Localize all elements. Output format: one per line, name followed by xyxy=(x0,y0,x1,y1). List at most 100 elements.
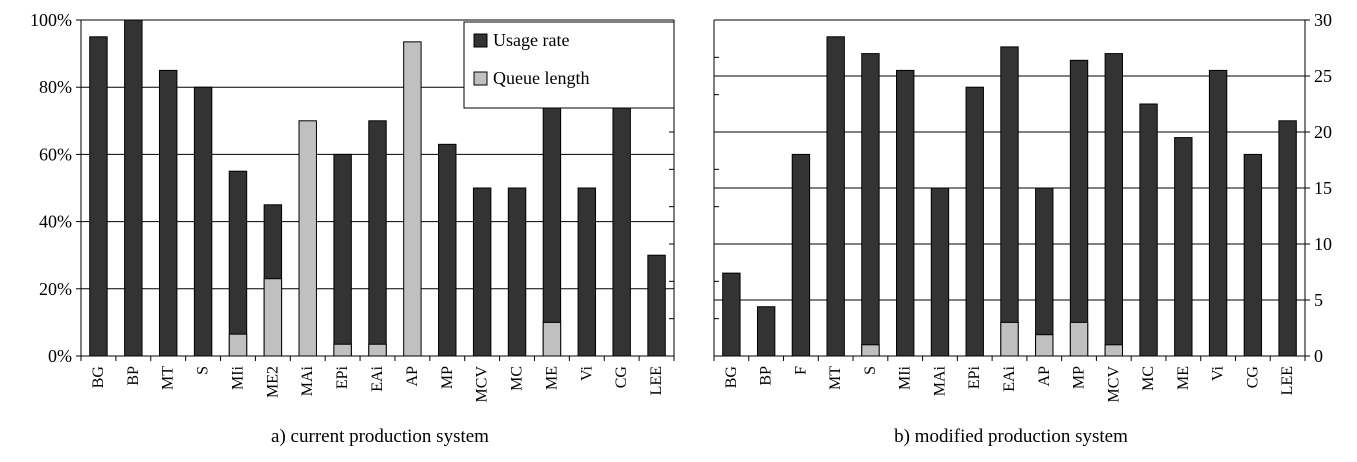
bar-usage-mt xyxy=(826,36,845,357)
bar-queue-mcv xyxy=(1104,344,1123,357)
bar-usage-mcv xyxy=(472,187,492,357)
x-tick-label-mp: MP xyxy=(439,366,456,389)
bar-usage-mp xyxy=(438,143,457,357)
bar-usage-s xyxy=(193,86,213,357)
y-tick-label: 25 xyxy=(1314,66,1332,86)
bar-queue-mii xyxy=(228,333,248,357)
y-tick-label: 10 xyxy=(1314,234,1332,254)
bar-queue-eai xyxy=(1000,321,1019,357)
x-tick-label-mii: MIi xyxy=(229,365,246,390)
x-tick-label-bg: BG xyxy=(90,366,107,389)
bar-queue-mp xyxy=(1069,321,1089,357)
bar-usage-mt xyxy=(158,69,178,357)
x-tick-label-lee: LEE xyxy=(648,366,665,395)
bar-usage-bg xyxy=(722,272,741,357)
bar-queue-s xyxy=(861,344,880,357)
bar-queue-me2 xyxy=(263,278,283,357)
y-tick-label: 60% xyxy=(39,144,72,164)
x-tick-label-mc: MC xyxy=(509,366,526,391)
chart-current-production-system: BG BP MT S MIi ME2 MAi EPi EAi AP MP MCV MC ME Vi CG LEE… xyxy=(30,10,675,403)
x-tick-label-me: ME xyxy=(1175,366,1192,390)
bar-usage-mp xyxy=(1069,59,1089,357)
x-tick-label-cg: CG xyxy=(613,366,630,389)
y-tick-label: 30 xyxy=(1314,10,1332,30)
x-tick-label-epi: EPi xyxy=(966,365,983,389)
x-tick-label-cg: CG xyxy=(1244,366,1261,389)
legend-label-usage-rate: Usage rate xyxy=(493,30,569,50)
y-tick-label: 20% xyxy=(39,279,72,299)
bar-usage-lee xyxy=(647,254,666,357)
x-tick-label-mcv: MCV xyxy=(1105,366,1122,403)
x-tick-label-bg: BG xyxy=(723,366,740,389)
x-tick-label-mt: MT xyxy=(160,366,177,390)
legend-swatch-queue-length xyxy=(473,71,488,86)
bar-queue-ap xyxy=(403,41,422,357)
x-tick-label-ap: AP xyxy=(1036,366,1053,387)
x-tick-label-me: ME xyxy=(543,366,560,390)
bar-usage-f xyxy=(791,153,811,357)
x-tick-label-mcv: MCV xyxy=(474,366,491,403)
y-tick-label: 40% xyxy=(39,212,72,232)
x-tick-label-mt: MT xyxy=(827,366,844,390)
bar-queue-mai xyxy=(298,120,317,357)
x-tick-label-s: S xyxy=(195,366,212,375)
x-tick-label-mai: MAi xyxy=(299,365,316,396)
x-tick-label-bp: BP xyxy=(758,366,775,386)
x-tick-label-mii: MIi xyxy=(897,365,914,390)
bar-usage-mii xyxy=(228,170,248,357)
bar-queue-eai xyxy=(368,343,387,357)
y-tick-label: 20 xyxy=(1314,122,1332,142)
y-tick-label: 80% xyxy=(39,77,72,97)
caption-current-production-system: a) current production system xyxy=(271,426,489,447)
x-tick-label-mc: MC xyxy=(1140,366,1157,391)
bar-usage-eai xyxy=(368,120,387,357)
bar-usage-mii xyxy=(896,69,915,357)
bar-usage-ap xyxy=(1035,187,1054,357)
bar-queue-epi xyxy=(333,343,352,357)
bar-usage-epi xyxy=(965,86,984,357)
caption-modified-production-system: b) modified production system xyxy=(894,426,1128,447)
bar-usage-eai xyxy=(1000,46,1019,357)
x-tick-label-eai: EAi xyxy=(1001,365,1018,391)
legend-box xyxy=(463,21,675,109)
bar-usage-mc xyxy=(507,187,527,357)
bar-usage-vi xyxy=(577,187,597,357)
y-tick-label: 100% xyxy=(30,10,72,30)
bar-usage-me xyxy=(542,100,562,357)
x-tick-label-me2: ME2 xyxy=(264,366,281,398)
bar-usage-cg xyxy=(612,100,631,357)
x-tick-label-epi: EPi xyxy=(334,365,351,389)
bar-queue-me xyxy=(542,321,562,357)
bar-usage-mai xyxy=(930,187,950,357)
x-tick-label-vi: Vi xyxy=(578,365,595,381)
x-tick-label-ap: AP xyxy=(404,366,421,387)
x-tick-label-f: F xyxy=(792,366,809,375)
legend-swatch-usage-rate xyxy=(473,33,488,48)
bar-usage-mcv xyxy=(1104,53,1123,357)
bar-usage-lee xyxy=(1278,120,1297,357)
legend: Usage rate Queue length xyxy=(463,21,675,109)
x-tick-label-mai: MAi xyxy=(931,365,948,396)
y-tick-label: 0 xyxy=(1314,346,1323,366)
y-tick-label: 15 xyxy=(1314,178,1332,198)
bar-usage-s xyxy=(861,53,880,357)
bar-usage-bp xyxy=(756,306,776,357)
chart-modified-production-system: BG BP F MT S MIi MAi EPi EAi AP MP MCV MC ME Vi CG LEE 0 5… xyxy=(713,10,1332,403)
x-tick-label-lee: LEE xyxy=(1279,366,1296,395)
x-tick-label-eai: EAi xyxy=(369,365,386,391)
x-tick-label-bp: BP xyxy=(125,366,142,386)
bar-usage-cg xyxy=(1243,153,1263,357)
bar-usage-mc xyxy=(1139,103,1158,357)
x-tick-label-mp: MP xyxy=(1071,366,1088,389)
x-tick-label-s: S xyxy=(862,366,879,375)
bar-usage-me xyxy=(1174,137,1193,357)
y-tick-label: 5 xyxy=(1314,290,1323,310)
legend-label-queue-length: Queue length xyxy=(493,68,589,88)
y-tick-label: 0% xyxy=(48,346,72,366)
bar-usage-bp xyxy=(124,19,143,357)
bar-usage-bg xyxy=(89,36,108,357)
x-tick-label-vi: Vi xyxy=(1210,365,1227,381)
bar-usage-epi xyxy=(333,153,352,357)
bar-usage-vi xyxy=(1208,69,1228,357)
